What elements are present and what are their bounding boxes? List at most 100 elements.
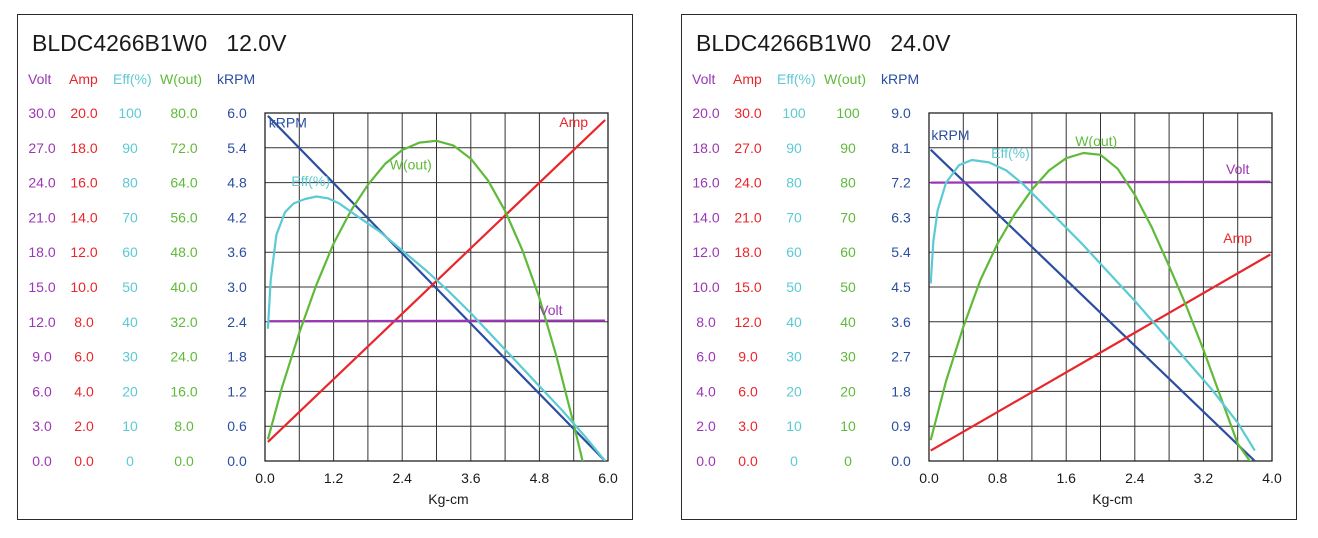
y-tick-label-volt: 4.0 — [696, 383, 716, 399]
y-tick-label-krpm: 0.0 — [227, 453, 247, 469]
y-tick-label-krpm: 6.3 — [891, 209, 911, 225]
x-tick-label: 0.0 — [919, 470, 939, 486]
y-tick-label-wout: 8.0 — [174, 418, 194, 434]
y-tick-label-volt: 0.0 — [32, 453, 52, 469]
y-tick-label-wout: 90 — [840, 140, 856, 156]
y-tick-label-krpm: 1.2 — [227, 383, 247, 399]
y-tick-label-amp: 2.0 — [74, 418, 94, 434]
series-label-volt: Volt — [1226, 161, 1249, 177]
series-label-wout: W(out) — [390, 157, 432, 173]
y-tick-label-amp: 6.0 — [738, 383, 758, 399]
y-tick-label-eff: 0 — [790, 453, 798, 469]
axis-header-eff: Eff(%) — [113, 71, 152, 87]
y-tick-label-amp: 16.0 — [70, 175, 97, 191]
y-tick-label-krpm: 2.4 — [227, 314, 247, 330]
y-tick-label-wout: 32.0 — [170, 314, 197, 330]
y-tick-label-volt: 8.0 — [696, 314, 716, 330]
y-tick-label-krpm: 4.2 — [227, 209, 247, 225]
y-tick-label-amp: 14.0 — [70, 209, 97, 225]
y-tick-label-eff: 40 — [122, 314, 138, 330]
y-tick-label-krpm: 2.7 — [891, 349, 911, 365]
y-tick-label-volt: 3.0 — [32, 418, 52, 434]
y-tick-label-krpm: 3.6 — [891, 314, 911, 330]
x-tick-label: 0.0 — [255, 470, 275, 486]
y-tick-label-wout: 10 — [840, 418, 856, 434]
y-tick-label-volt: 21.0 — [28, 209, 55, 225]
axis-header-eff: Eff(%) — [777, 71, 816, 87]
y-tick-label-volt: 2.0 — [696, 418, 716, 434]
y-tick-label-eff: 90 — [122, 140, 138, 156]
y-tick-label-volt: 9.0 — [32, 349, 52, 365]
x-tick-label: 0.8 — [988, 470, 1008, 486]
axis-header-wout: W(out) — [160, 71, 202, 87]
chart-panel-24v: BLDC4266B1W0 24.0V Volt Amp Eff(%) W(out… — [681, 14, 1297, 520]
y-tick-label-eff: 20 — [122, 383, 138, 399]
y-tick-label-amp: 6.0 — [74, 349, 94, 365]
y-tick-label-amp: 30.0 — [734, 105, 761, 121]
y-tick-label-krpm: 4.5 — [891, 279, 911, 295]
y-tick-label-krpm: 7.2 — [891, 175, 911, 191]
y-tick-label-krpm: 0.0 — [891, 453, 911, 469]
y-tick-label-volt: 24.0 — [28, 175, 55, 191]
plot-frame — [928, 112, 1273, 462]
x-axis-label: Kg-cm — [428, 491, 468, 507]
y-tick-label-eff: 70 — [122, 209, 138, 225]
y-tick-label-amp: 0.0 — [738, 453, 758, 469]
chart-plot-24v: 0.0 2.0 4.0 6.0 8.0 10.0 12.0 14.0 16.0 18.0 20.0 0… — [692, 105, 1282, 507]
y-tick-label-wout: 60 — [840, 244, 856, 260]
series-line-krpm — [929, 148, 1256, 461]
series-group — [266, 115, 606, 461]
y-tick-label-wout: 100 — [836, 105, 860, 121]
y-tick-label-amp: 8.0 — [74, 314, 94, 330]
y-tick-label-eff: 60 — [786, 244, 802, 260]
y-tick-label-volt: 12.0 — [28, 314, 55, 330]
y-tick-label-volt: 30.0 — [28, 105, 55, 121]
y-tick-label-krpm: 1.8 — [227, 349, 247, 365]
chart-title: BLDC4266B1W0 24.0V — [696, 30, 951, 56]
y-tick-label-eff: 10 — [786, 418, 802, 434]
y-tick-label-krpm: 8.1 — [891, 140, 911, 156]
y-tick-label-krpm: 5.4 — [891, 244, 911, 260]
x-tick-label: 4.8 — [530, 470, 550, 486]
plot-frame — [264, 112, 609, 462]
y-tick-label-wout: 56.0 — [170, 209, 197, 225]
series-label-amp: Amp — [1223, 230, 1252, 246]
y-tick-label-amp: 18.0 — [734, 244, 761, 260]
y-tick-label-krpm: 5.4 — [227, 140, 247, 156]
series-line-volt — [930, 180, 1271, 184]
y-tick-label-eff: 70 — [786, 209, 802, 225]
y-tick-label-krpm: 9.0 — [891, 105, 911, 121]
x-tick-label: 2.4 — [392, 470, 412, 486]
axis-header-krpm: kRPM — [881, 71, 920, 87]
y-tick-label-eff: 50 — [122, 279, 138, 295]
chart-plot-12v: 0.0 3.0 6.0 9.0 12.0 15.0 18.0 21.0 24.0 27.0 30.0… — [28, 105, 618, 507]
y-tick-label-volt: 18.0 — [692, 140, 719, 156]
axis-header-krpm: kRPM — [217, 71, 256, 87]
x-tick-label: 1.2 — [324, 470, 344, 486]
y-tick-label-eff: 80 — [786, 175, 802, 191]
y-tick-label-eff: 100 — [782, 105, 806, 121]
y-tick-label-amp: 12.0 — [734, 314, 761, 330]
series-line-amp — [930, 253, 1271, 452]
axis-header-amp: Amp — [69, 71, 98, 87]
series-label-eff: Eff(%) — [291, 173, 330, 189]
chart-panel-12v: BLDC4266B1W0 12.0V Volt Amp Eff(%) W(out… — [17, 14, 633, 520]
y-tick-label-volt: 10.0 — [692, 279, 719, 295]
y-tick-label-krpm: 4.8 — [227, 175, 247, 191]
y-tick-label-amp: 21.0 — [734, 209, 761, 225]
y-tick-label-eff: 30 — [122, 349, 138, 365]
y-tick-label-volt: 16.0 — [692, 175, 719, 191]
y-tick-label-eff: 80 — [122, 175, 138, 191]
series-label-eff: Eff(%) — [991, 145, 1030, 161]
y-tick-label-wout: 64.0 — [170, 175, 197, 191]
series-line-volt — [267, 319, 606, 323]
y-tick-label-eff: 0 — [126, 453, 134, 469]
y-tick-label-wout: 24.0 — [170, 349, 197, 365]
y-tick-label-wout: 40.0 — [170, 279, 197, 295]
y-tick-label-wout: 80.0 — [170, 105, 197, 121]
y-tick-label-wout: 30 — [840, 349, 856, 365]
series-line-wout — [266, 139, 584, 461]
y-tick-label-wout: 48.0 — [170, 244, 197, 260]
y-tick-label-amp: 12.0 — [70, 244, 97, 260]
y-tick-label-amp: 10.0 — [70, 279, 97, 295]
